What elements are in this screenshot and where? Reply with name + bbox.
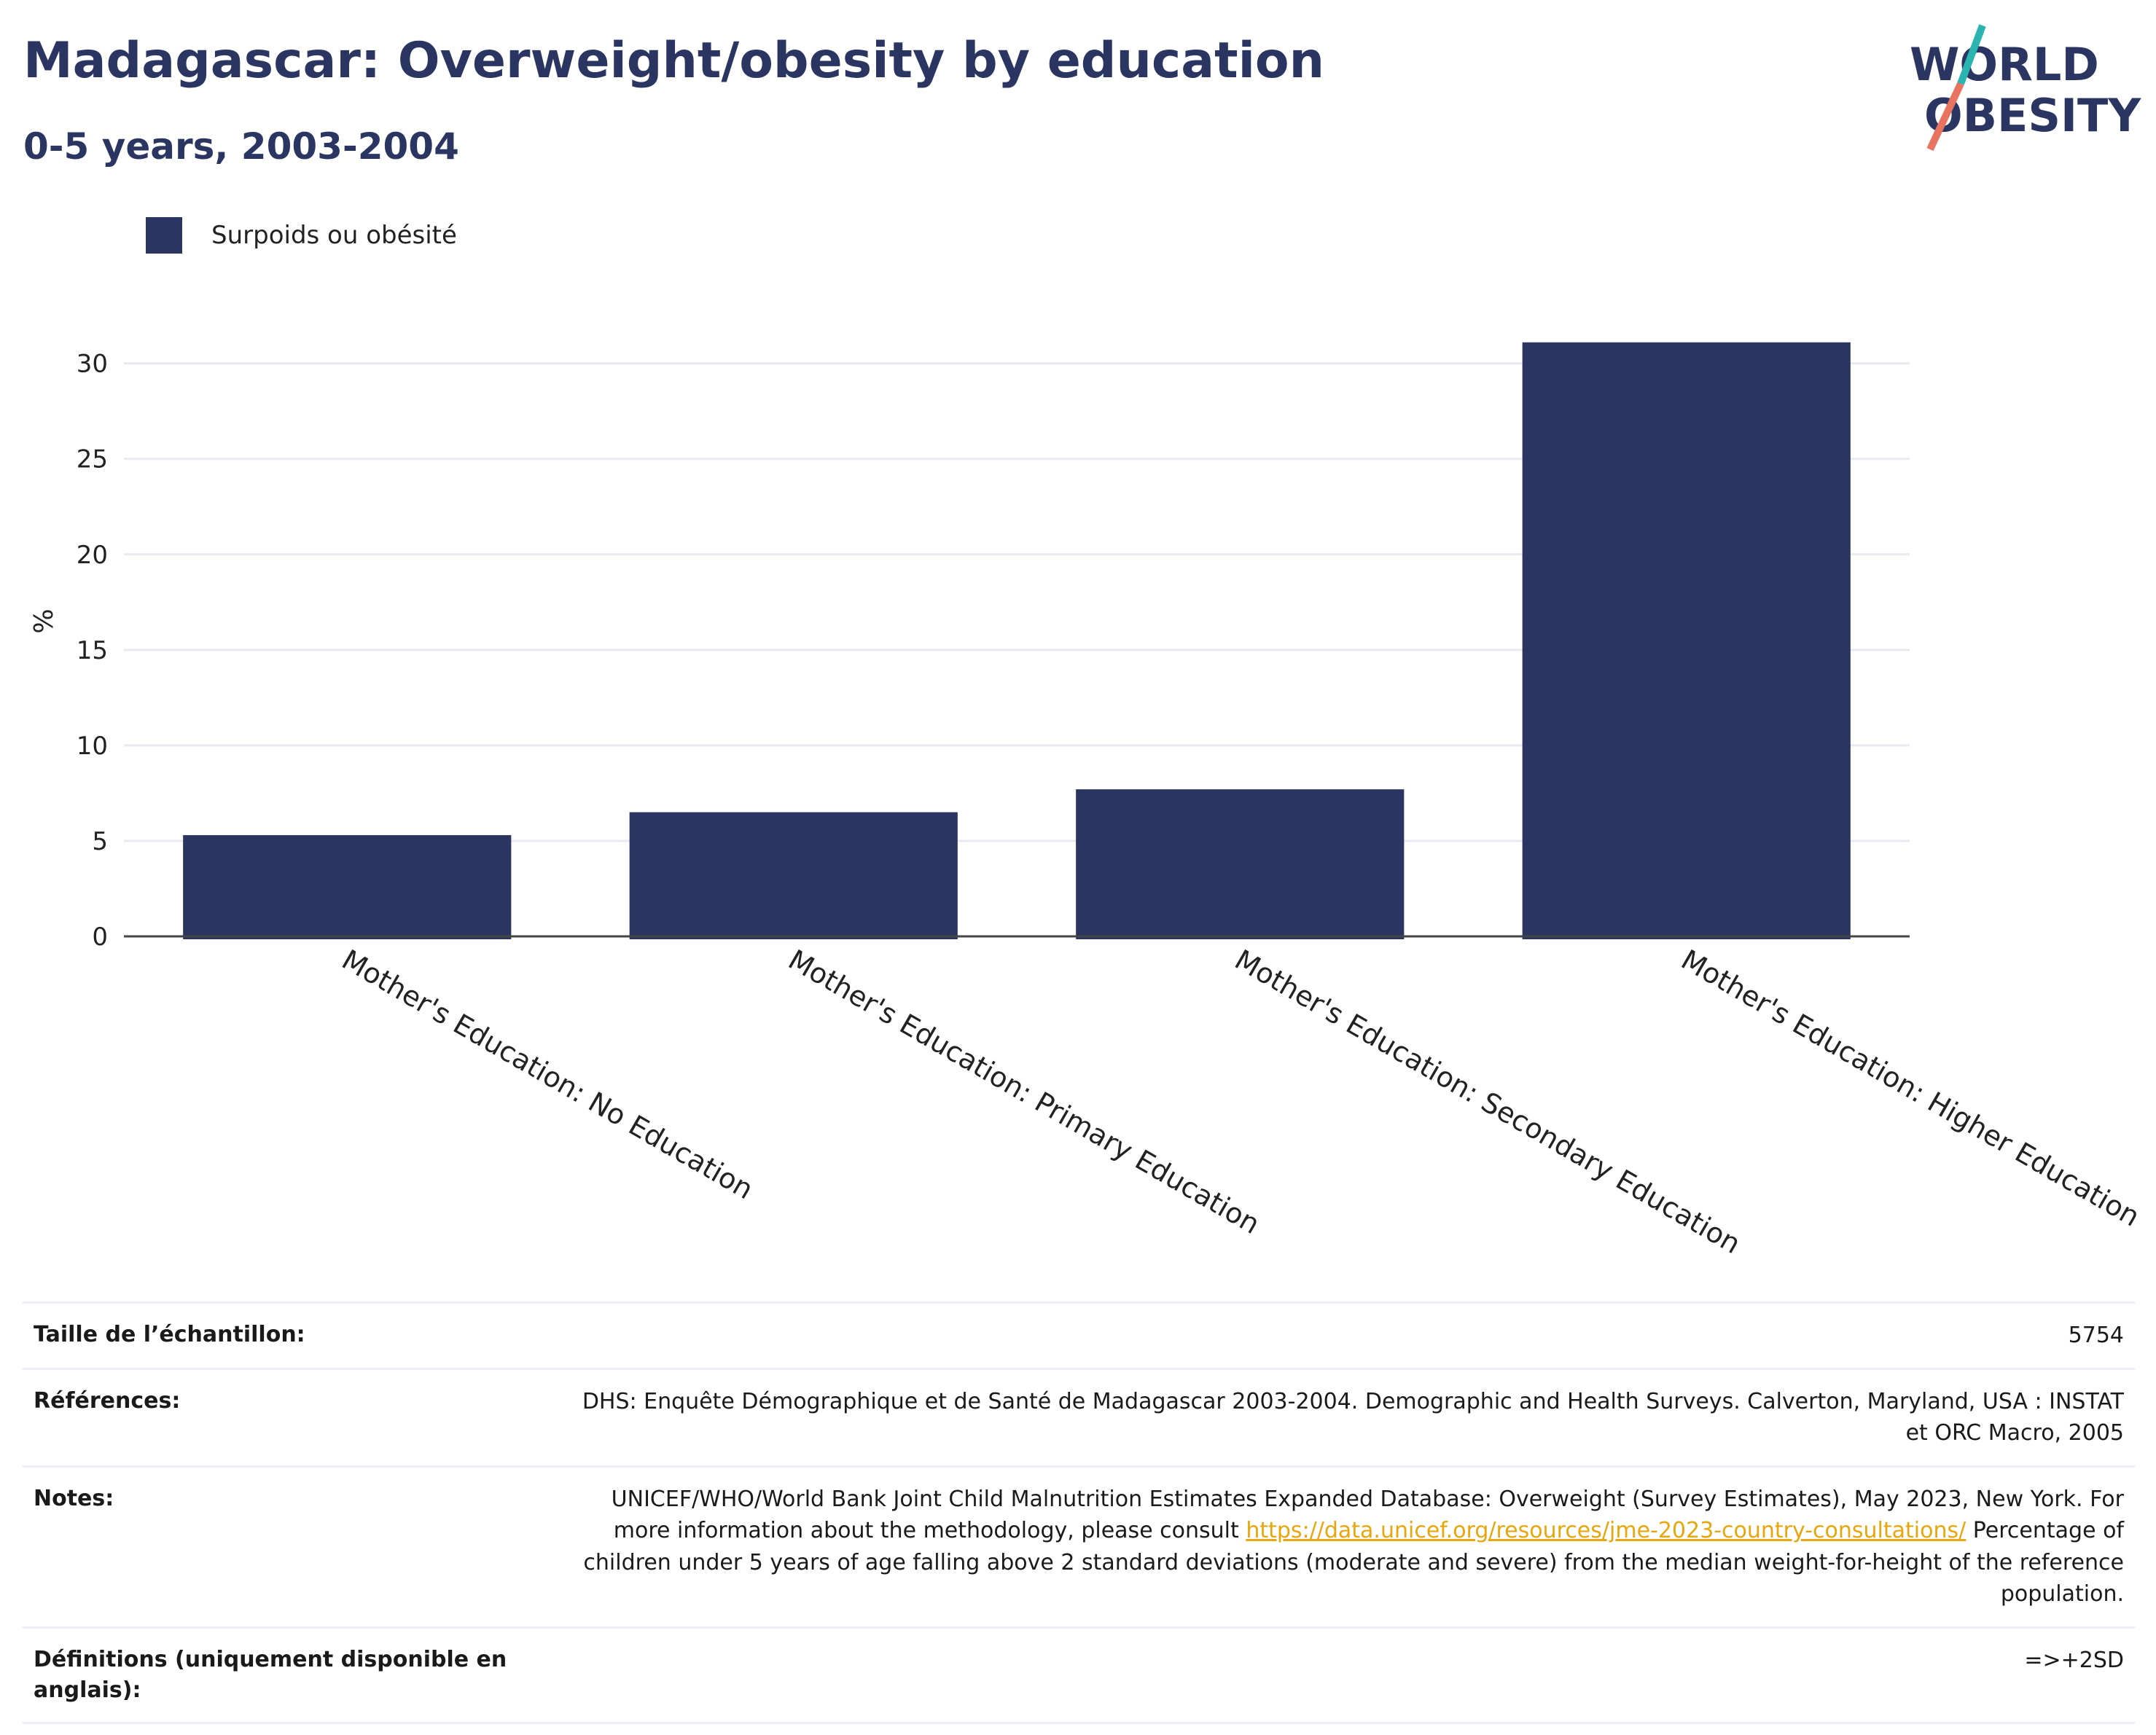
y-tick-label: 30	[77, 350, 108, 379]
y-tick-label: 5	[92, 827, 108, 856]
bar	[1076, 789, 1405, 939]
chart-subtitle: 0-5 years, 2003-2004	[23, 125, 459, 168]
info-label: Définitions (uniquement disponible en an…	[34, 1646, 507, 1703]
y-tick-label: 20	[77, 541, 108, 570]
y-tick-label: 0	[92, 923, 108, 952]
x-tick-label: Mother's Education: Higher Education	[1676, 944, 2145, 1233]
legend-label: Surpoids ou obésité	[211, 221, 457, 250]
y-tick-label: 10	[77, 732, 108, 761]
chart-legend: Surpoids ou obésité	[146, 216, 457, 255]
logo-line1: WORLD	[1910, 38, 2099, 91]
notes-text-before: UNICEF/WHO/World Bank Joint Child Malnut…	[611, 1486, 2124, 1544]
info-value: =>+2SD	[2024, 1647, 2124, 1673]
bar	[183, 835, 512, 939]
x-tick-label: Mother's Education: No Education	[337, 944, 759, 1206]
info-table: Taille de l’échantillon: 5754 Références…	[22, 1301, 2136, 1724]
bar	[1522, 342, 1851, 939]
logo-slash-teal	[1957, 24, 1986, 85]
notes-link[interactable]: https://data.unicef.org/resources/jme-20…	[1246, 1518, 1966, 1543]
y-tick-label: 25	[77, 445, 108, 474]
info-row-notes: Notes: UNICEF/WHO/World Bank Joint Child…	[22, 1468, 2136, 1629]
info-row-definitions: Définitions (uniquement disponible en an…	[22, 1629, 2136, 1724]
x-tick-label: Mother's Education: Primary Education	[783, 944, 1265, 1240]
info-row-references: Références: DHS: Enquête Démographique e…	[22, 1370, 2136, 1468]
info-value: DHS: Enquête Démographique et de Santé d…	[582, 1388, 2124, 1446]
world-obesity-logo: WORLD OBESITY	[1910, 24, 2141, 152]
info-value: UNICEF/WHO/World Bank Joint Child Malnut…	[557, 1484, 2124, 1610]
logo-slash-coral	[1926, 82, 1964, 152]
y-tick-label: 15	[77, 636, 108, 665]
info-label: Taille de l’échantillon:	[34, 1322, 305, 1347]
notes-text-after: Percentage of children under 5 years of …	[583, 1518, 2124, 1607]
x-tick-label: Mother's Education: Secondary Education	[1230, 944, 1746, 1261]
info-value: 5754	[2068, 1323, 2124, 1348]
legend-swatch	[146, 217, 182, 254]
bar-chart: 0 5 10 15 20 25 30% Mother's Education: No Educ…	[29, 342, 2145, 1261]
y-axis-label: %	[29, 608, 59, 633]
info-row-sample-size: Taille de l’échantillon: 5754	[22, 1304, 2136, 1370]
chart-title: Madagascar: Overweight/obesity by educat…	[23, 32, 1325, 90]
bar	[629, 812, 958, 939]
logo-line2: OBESITY	[1924, 89, 2141, 142]
info-label: Références:	[34, 1387, 181, 1414]
info-label: Notes:	[34, 1485, 114, 1511]
